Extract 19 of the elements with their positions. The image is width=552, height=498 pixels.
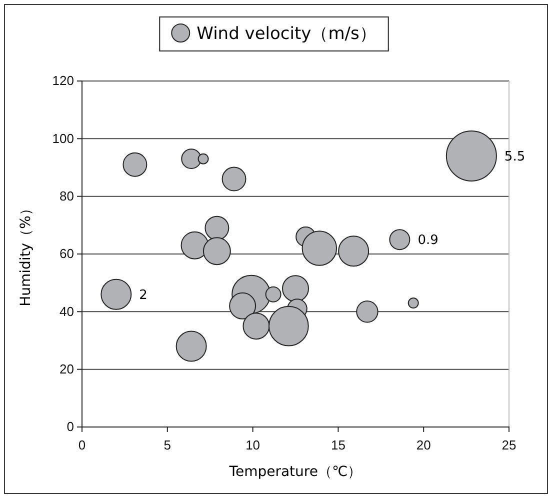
x-tick-label: 0 (78, 437, 86, 452)
y-tick-label: 100 (52, 130, 74, 146)
x-tick-label: 15 (330, 437, 346, 452)
y-tick-label: 80 (60, 188, 74, 204)
x-tick-label: 5 (164, 437, 172, 452)
x-tick-label: 20 (416, 437, 431, 452)
x-axis-title: Temperature（℃） (228, 464, 362, 480)
annotation: 2 (139, 288, 148, 303)
x-tick-label: 10 (246, 437, 260, 452)
x-tick-label: 25 (502, 437, 516, 452)
y-tick-label: 60 (60, 246, 74, 262)
y-axis-title: Humidity（%） (18, 202, 34, 306)
y-tick-label: 120 (52, 73, 74, 88)
y-tick-label: 0 (66, 419, 74, 434)
y-tick-label: 40 (60, 304, 74, 319)
y-tick-label: 20 (60, 361, 74, 376)
annotation: 5.5 (504, 150, 526, 165)
legend-label: Wind velocity（m/s） (196, 24, 376, 44)
annotation: 0.9 (418, 233, 438, 248)
